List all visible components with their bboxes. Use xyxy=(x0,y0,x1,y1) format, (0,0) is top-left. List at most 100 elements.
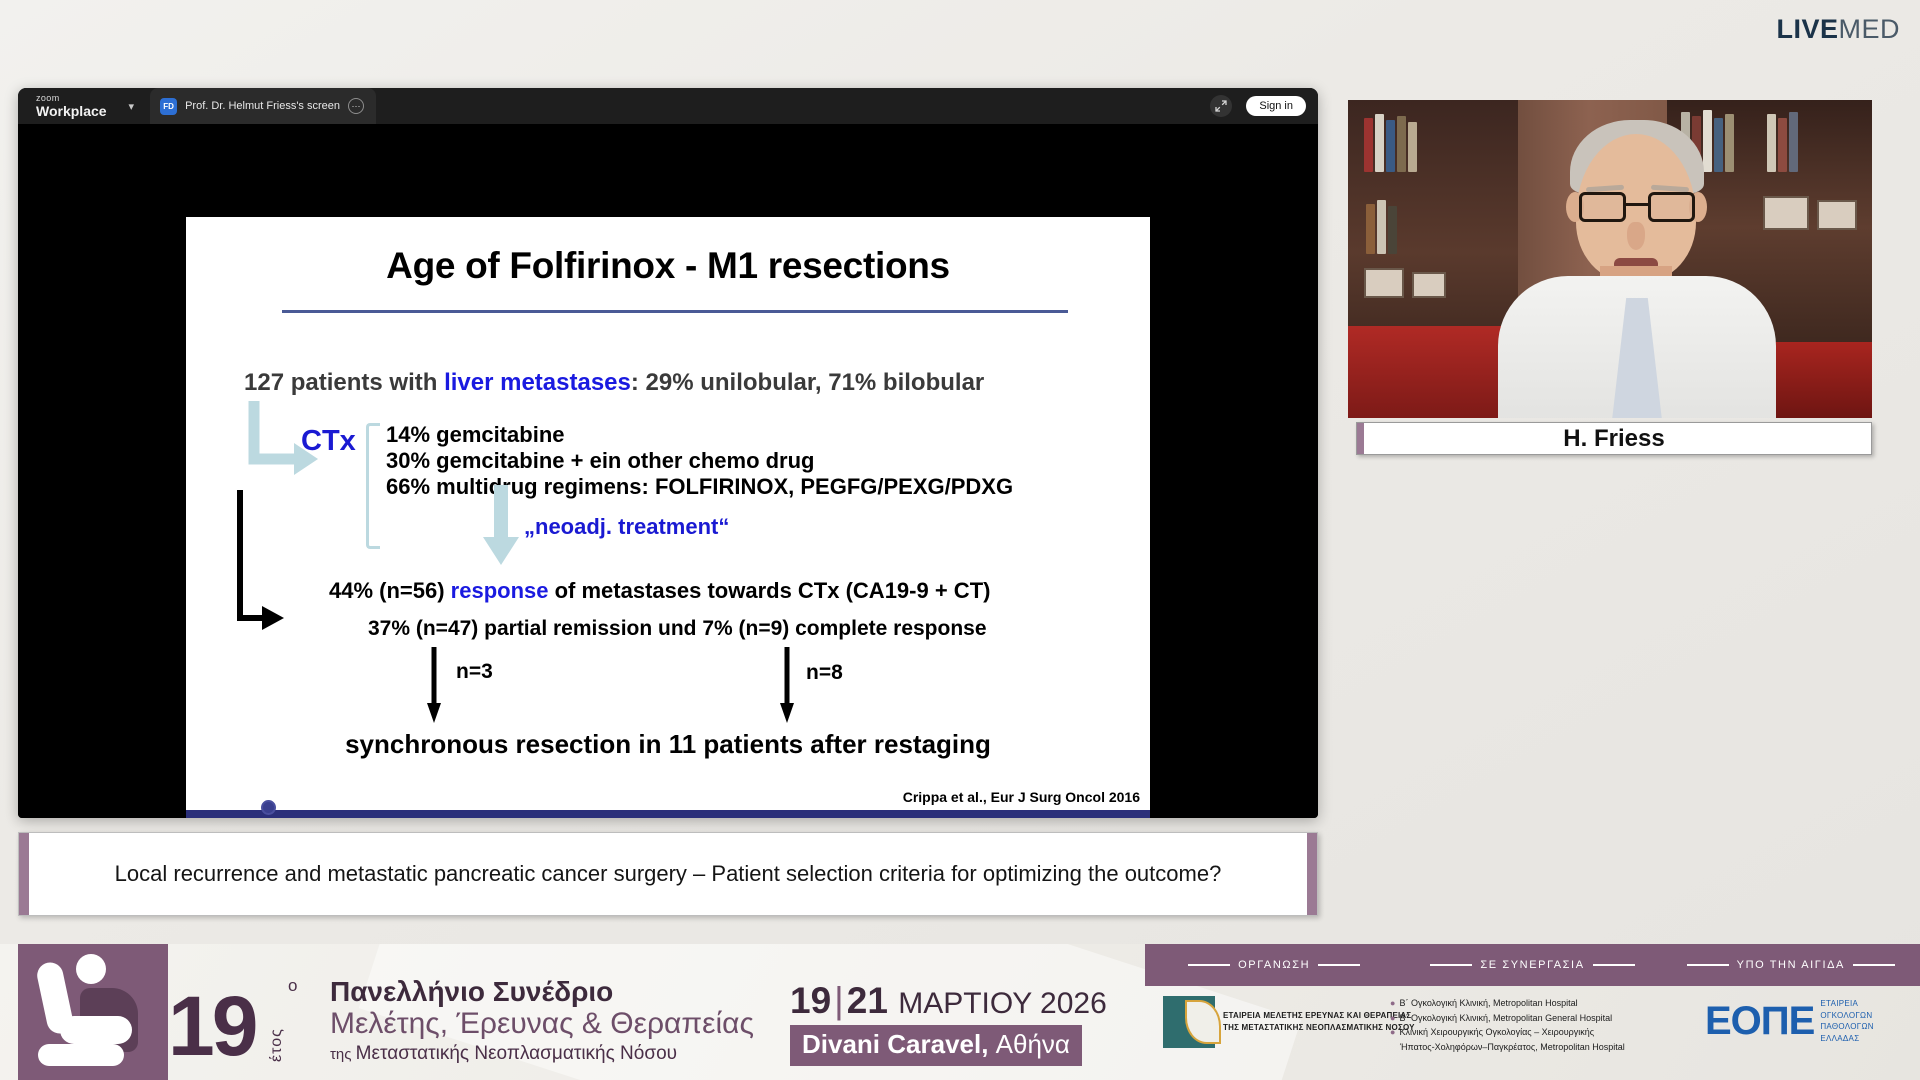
livemed-logo-live: LIVE xyxy=(1776,14,1839,44)
sponsor-body: ΕΤΑΙΡΕΙΑ ΜΕΛΕΤΗΣ ΕΡΕΥΝΑΣ ΚΑΙ ΘΕΡΑΠΕΙΑΣ Τ… xyxy=(1145,986,1920,1080)
collaborator-label: Β΄ Ογκολογική Κλινική, Metropolitan Hosp… xyxy=(1399,998,1578,1008)
date-separator: | xyxy=(834,980,844,1021)
conference-date-block: 19|21 ΜΑΡΤΙΟΥ 2026 Divani Caravel, Αθήνα xyxy=(790,982,1107,1066)
organizer-line1: ΕΤΑΙΡΕΙΑ ΜΕΛΕΤΗΣ ΕΡΕΥΝΑΣ ΚΑΙ ΘΕΡΑΠΕΙΑΣ xyxy=(1223,1011,1412,1020)
talk-title: Local recurrence and metastatic pancreat… xyxy=(114,861,1222,887)
livemed-logo-med: MED xyxy=(1838,14,1900,44)
zoom-titlebar-actions: Sign in xyxy=(1210,95,1318,117)
branch-left-label: n=3 xyxy=(456,660,493,683)
response-suffix: of metastases towards CTx (CA19-9 + CT) xyxy=(548,578,991,603)
slide-conclusion: synchronous resection in 11 patients aft… xyxy=(345,729,991,759)
list-item: ● Β΄ Ογκολογική Κλινική, Metropolitan Hos… xyxy=(1390,996,1625,1011)
sign-in-button[interactable]: Sign in xyxy=(1246,96,1306,116)
title-underline xyxy=(282,310,1068,313)
sponsor-header-organizer: ΟΡΓΑΝΩΣΗ xyxy=(1145,959,1403,971)
slide-progress-strip xyxy=(186,810,1150,818)
bookshelf-left xyxy=(1348,100,1598,418)
conference-title-line3: της Μεταστατικής Νεοπλασματικής Νόσου xyxy=(330,1043,850,1066)
bullet-icon: ● xyxy=(1390,1012,1396,1023)
bullet-icon: ● xyxy=(1390,998,1396,1008)
chemo-item: 30% gemcitabine + ein other chemo drug xyxy=(386,448,815,473)
organizer-logo-text: ΕΤΑΙΡΕΙΑ ΜΕΛΕΤΗΣ ΕΡΕΥΝΑΣ ΚΑΙ ΘΕΡΑΠΕΙΑΣ Τ… xyxy=(1223,1010,1415,1034)
expand-icon[interactable] xyxy=(1210,95,1233,117)
more-options-icon[interactable]: ⋯ xyxy=(348,98,364,114)
date-month-year: ΜΑΡΤΙΟΥ 2026 xyxy=(898,987,1107,1020)
conference-title-line3-prefix: της xyxy=(330,1046,356,1064)
auspices-line: ΠΑΘΟΛΟΓΩΝ xyxy=(1820,1022,1874,1032)
conference-title-line2: Μελέτης, Έρευνας & Θεραπείας xyxy=(330,1007,754,1041)
talk-title-bar: Local recurrence and metastatic pancreat… xyxy=(18,832,1318,916)
collaborator-label: Β΄ Ογκολογική Κλινική, Metropolitan Gene… xyxy=(1399,1012,1613,1023)
caption-accent-bar-left xyxy=(19,833,29,915)
presenter-head xyxy=(1576,134,1696,282)
conference-edition-ordinal: o xyxy=(288,976,298,995)
zoom-titlebar: zoom Workplace ▾ FD Prof. Dr. Helmut Fri… xyxy=(18,88,1318,124)
ctx-label: CTx xyxy=(301,425,356,457)
slide-line-response: 44% (n=56) response of metastases toward… xyxy=(329,578,990,604)
slide-title: Age of Folfirinox - M1 resections xyxy=(386,245,950,286)
organizer-logo-mark xyxy=(1163,996,1221,1048)
cohort-highlight: liver metastases xyxy=(444,369,631,396)
date-from: 19 xyxy=(790,980,832,1021)
presenter-nose xyxy=(1627,222,1645,250)
list-item: ● Κλινική Χειρουργικής Ογκολογίας – Χειρο… xyxy=(1390,1025,1625,1040)
zoom-share-window: zoom Workplace ▾ FD Prof. Dr. Helmut Fri… xyxy=(18,88,1318,818)
zoom-brand-bottom: Workplace xyxy=(36,103,107,119)
elbow-arrow-icon xyxy=(248,401,318,475)
slide-citation: Crippa et al., Eur J Surg Oncol 2016 xyxy=(902,789,1140,805)
sponsor-header-label: ΟΡΓΑΝΩΣΗ xyxy=(1238,959,1311,971)
auspices-logo-text: ΕΤΑΙΡΕΙΑ ΟΓΚΟΛΟΓΩΝ ΠΑΘΟΛΟΓΩΝ ΕΛΛΑΔΑΣ xyxy=(1820,998,1874,1044)
chevron-down-icon[interactable]: ▾ xyxy=(128,100,135,113)
collaborator-label: Κλινική Χειρουργικής Ογκολογίας – Χειρου… xyxy=(1399,1027,1595,1038)
cohort-suffix: : 29% unilobular, 71% bilobular xyxy=(630,369,985,396)
conference-banner: 19 o έτος Πανελλήνιο Συνέδριο Μελέτης, Έ… xyxy=(0,944,1920,1080)
slide-line-response-detail: 37% (n=47) partial remission und 7% (n=9… xyxy=(368,617,987,640)
sponsor-header-label: ΣΕ ΣΥΝΕΡΓΑΣΙΑ xyxy=(1480,959,1585,971)
organizer-logo: ΕΤΑΙΡΕΙΑ ΜΕΛΕΤΗΣ ΕΡΕΥΝΑΣ ΚΑΙ ΘΕΡΑΠΕΙΑΣ Τ… xyxy=(1163,996,1415,1048)
slide-progress-dot[interactable] xyxy=(261,800,276,815)
auspices-line: ΕΛΛΑΔΑΣ xyxy=(1820,1033,1860,1043)
list-item: ● Β΄ Ογκολογική Κλινική, Metropolitan Gen… xyxy=(1390,1011,1625,1026)
conference-logo-mark xyxy=(18,944,168,1080)
venue-city: Αθήνα xyxy=(988,1029,1070,1059)
neoadjuvant-label: „neoadj. treatment“ xyxy=(524,514,730,539)
auspices-logo: ΕΟΠΕ ΕΤΑΙΡΕΙΑ ΟΓΚΟΛΟΓΩΝ ΠΑΘΟΛΟΓΩΝ ΕΛΛΑΔΑ… xyxy=(1705,998,1874,1044)
auspices-line: ΕΤΑΙΡΕΙΑ xyxy=(1820,999,1859,1008)
presenter-name: H. Friess xyxy=(1563,424,1665,452)
date-to: 21 xyxy=(846,980,888,1021)
caption-accent-bar-right xyxy=(1307,833,1317,915)
auspices-logo-mark: ΕΟΠΕ xyxy=(1705,999,1815,1044)
organizer-line2: ΤΗΣ ΜΕΤΑΣΤΑΤΙΚΗΣ ΝΕΟΠΛΑΣΜΑΤΙΚΗΣ ΝΟΣΟΥ xyxy=(1223,1023,1415,1032)
sponsor-header-auspices: ΥΠΟ ΤΗΝ ΑΙΓΙΔΑ xyxy=(1662,959,1920,971)
zoom-brand: zoom Workplace xyxy=(36,93,107,119)
shared-screen-tab-label: Prof. Dr. Helmut Friess's screen xyxy=(185,100,340,112)
chemo-bracket xyxy=(366,423,380,549)
bullet-icon: ● xyxy=(1390,1027,1396,1038)
glasses-icon xyxy=(1579,192,1695,222)
presenter-video[interactable] xyxy=(1348,100,1872,418)
shared-screen-content: Age of Folfirinox - M1 resections 127 pa… xyxy=(18,124,1318,818)
down-arrow-left-icon xyxy=(427,647,441,723)
down-arrow-icon xyxy=(483,485,519,565)
conference-edition-number: 19 xyxy=(168,979,258,1073)
collaborator-continuation: Ήπατος-Χοληφόρων–Παγκρέατος, Metropolita… xyxy=(1400,1041,1625,1052)
chemo-item: 14% gemcitabine xyxy=(386,422,565,447)
zoom-brand-top: zoom xyxy=(36,93,60,103)
presenter-nameplate: H. Friess xyxy=(1356,422,1872,455)
presentation-slide: Age of Folfirinox - M1 resections 127 pa… xyxy=(186,217,1150,818)
chemo-item: 66% multidrug regimens: FOLFIRINOX, PEGF… xyxy=(386,474,1014,499)
shared-screen-tab[interactable]: FD Prof. Dr. Helmut Friess's screen ⋯ xyxy=(150,88,376,124)
sponsor-header-label: ΥΠΟ ΤΗΝ ΑΙΓΙΔΑ xyxy=(1736,959,1845,971)
conference-dates: 19|21 ΜΑΡΤΙΟΥ 2026 xyxy=(790,982,1107,1019)
down-arrow-right-icon xyxy=(780,647,794,723)
conference-title-line3-main: Μεταστατικής Νεοπλασματικής Νόσου xyxy=(355,1043,678,1065)
avatar: FD xyxy=(160,97,178,115)
cohort-prefix: 127 patients with xyxy=(244,369,445,396)
slide-line-cohort: 127 patients with liver metastases: 29% … xyxy=(244,369,984,397)
branch-right-label: n=8 xyxy=(806,661,843,684)
nameplate-accent-bar xyxy=(1357,423,1364,454)
collaborators-list: ● Β΄ Ογκολογική Κλινική, Metropolitan Hos… xyxy=(1390,996,1625,1054)
black-elbow-arrow-icon xyxy=(237,490,284,630)
livemed-logo: LIVEMED xyxy=(1776,14,1900,45)
